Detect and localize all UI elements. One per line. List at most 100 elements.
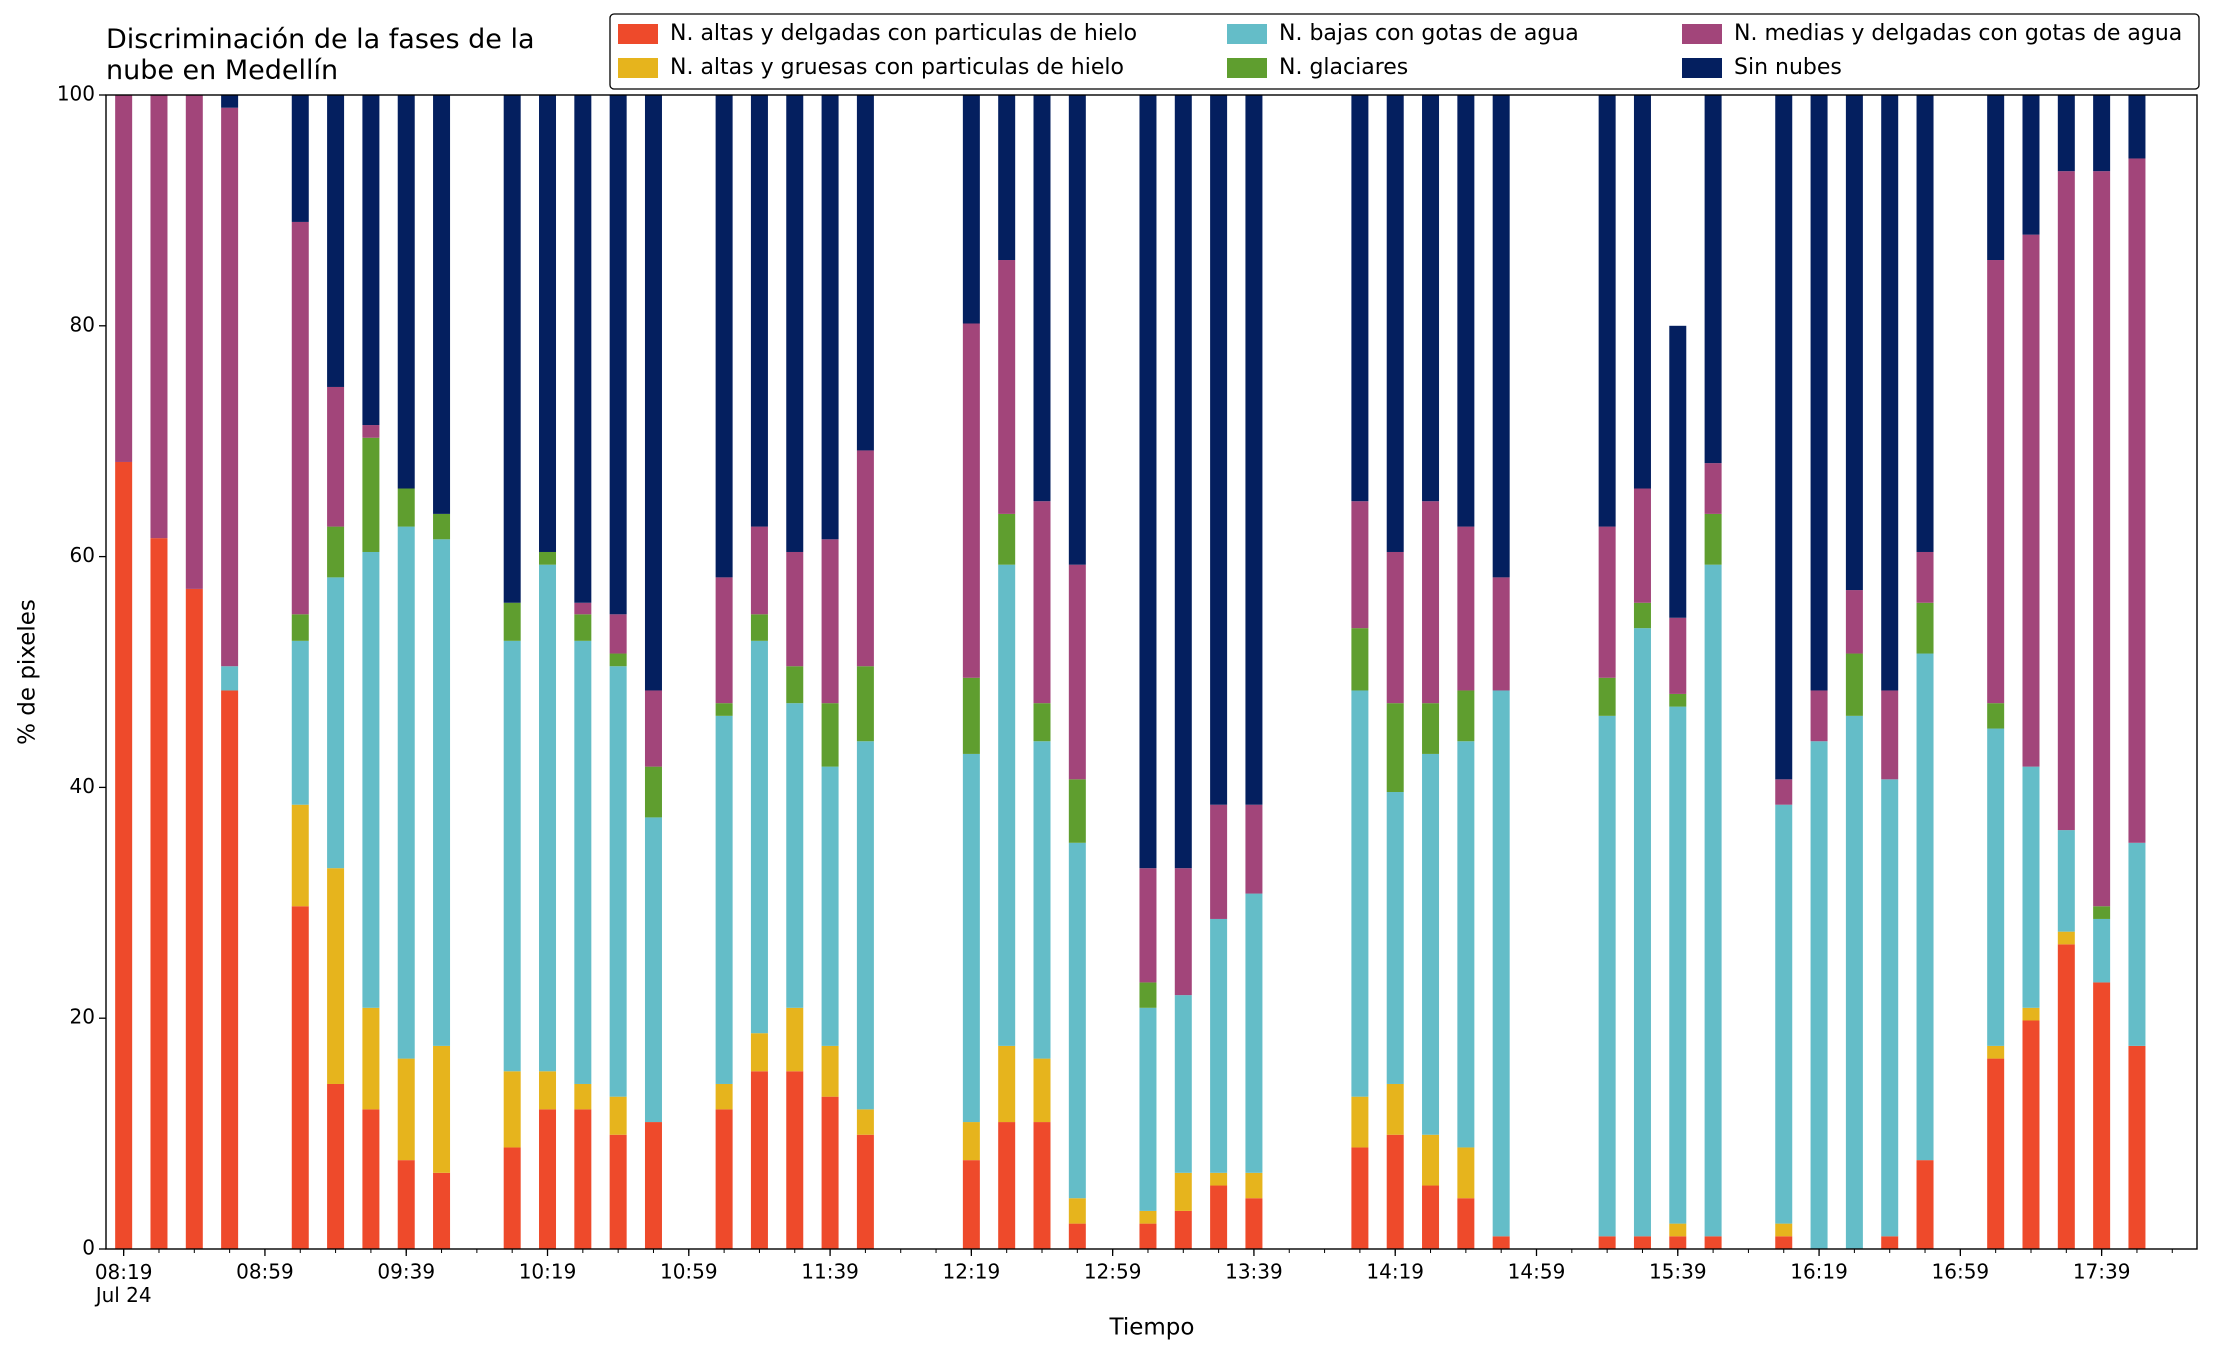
- bar-segment: [2093, 906, 2111, 919]
- bar-segment: [1210, 804, 1228, 919]
- chart-title: Discriminación de la fases de la nube en …: [106, 24, 535, 86]
- bar-segment: [1422, 1185, 1440, 1249]
- bar-segment: [962, 753, 980, 1123]
- bar-segment: [1775, 779, 1793, 805]
- legend-label: Sin nubes: [1734, 55, 1842, 80]
- bar-segment: [1633, 1236, 1651, 1249]
- bar-segment: [2093, 982, 2111, 1249]
- bar-segment: [2022, 766, 2040, 1008]
- bar-segment: [1598, 526, 1616, 678]
- bar-segment: [1704, 513, 1722, 565]
- bar-segment: [644, 95, 662, 691]
- bar-segment: [1916, 602, 1934, 654]
- bar-segment: [433, 513, 451, 540]
- bar-segment: [433, 95, 451, 514]
- bar-segment: [397, 95, 415, 489]
- bar-segment: [2128, 95, 2146, 159]
- bar-segment: [609, 666, 627, 1097]
- x-tick-label: 14:59: [1508, 1260, 1566, 1284]
- bar-segment: [1492, 95, 1510, 578]
- bar-segment: [1174, 95, 1192, 869]
- bar-segment: [2093, 918, 2111, 983]
- bar-segment: [291, 614, 309, 641]
- bar-segment: [1174, 1172, 1192, 1211]
- bar-segment: [1174, 868, 1192, 996]
- bar-segment: [1704, 1236, 1722, 1249]
- bar-segment: [821, 1045, 839, 1097]
- y-tick-label: 20: [70, 1005, 95, 1029]
- bar-segment: [609, 95, 627, 615]
- bar-segment: [1139, 1223, 1157, 1249]
- bar-segment: [1386, 703, 1404, 793]
- bar-segment: [1916, 1160, 1934, 1249]
- bar-segment: [644, 690, 662, 767]
- bar-segment: [644, 817, 662, 1123]
- bar-segment: [1916, 95, 1934, 552]
- bar-segment: [1386, 792, 1404, 1084]
- bar-segment: [327, 577, 345, 869]
- bar-segment: [1033, 703, 1051, 742]
- bar-segment: [786, 703, 804, 1008]
- bar-segment: [539, 551, 557, 565]
- bar-segment: [1033, 1122, 1051, 1249]
- legend-label: N. altas y gruesas con particulas de hie…: [670, 55, 1124, 80]
- bar-segment: [1068, 564, 1086, 780]
- bar-segment: [1775, 804, 1793, 1224]
- bar-segment: [1810, 741, 1828, 1249]
- bar-segment: [327, 868, 345, 1084]
- bar-segment: [998, 1045, 1016, 1123]
- bar-segment: [821, 703, 839, 767]
- bar-segment: [1139, 1007, 1157, 1211]
- legend-swatch: [618, 58, 658, 78]
- bar-segment: [1422, 501, 1440, 704]
- bar-segment: [1068, 1198, 1086, 1224]
- x-tick-label: 08:59: [236, 1260, 294, 1284]
- bar-segment: [1351, 95, 1369, 502]
- bar-segment: [856, 666, 874, 742]
- bar-segment: [962, 677, 980, 754]
- bar-segment: [786, 95, 804, 552]
- bar-segment: [1845, 715, 1863, 1249]
- bar-segment: [750, 95, 768, 527]
- bar-segment: [1210, 918, 1228, 1173]
- bar-segment: [962, 1160, 980, 1249]
- legend-swatch: [1227, 24, 1267, 44]
- bar-segment: [2057, 944, 2075, 1249]
- bar-segment: [1457, 690, 1475, 742]
- bar-segment: [609, 614, 627, 654]
- bar-segment: [574, 1109, 592, 1249]
- bar-segment: [327, 1083, 345, 1249]
- bar-segment: [1351, 501, 1369, 629]
- x-tick-label: 11:39: [801, 1260, 859, 1284]
- bar-segment: [1457, 526, 1475, 691]
- bar-segment: [433, 1045, 451, 1173]
- bar-segment: [2128, 842, 2146, 1046]
- bar-segment: [750, 640, 768, 1034]
- bar-segment: [1987, 703, 2005, 729]
- bar-segment: [715, 715, 733, 1084]
- bar-segment: [1068, 95, 1086, 565]
- bar-segment: [503, 95, 521, 603]
- legend-swatch: [1682, 24, 1722, 44]
- bar-segment: [962, 323, 980, 678]
- bar-segment: [291, 221, 309, 615]
- bar-segment: [998, 95, 1016, 261]
- bar-segment: [1669, 1223, 1687, 1237]
- bar-segment: [1916, 551, 1934, 603]
- bar-segment: [503, 640, 521, 1072]
- legend-swatch: [1682, 58, 1722, 78]
- bar-segment: [1386, 1083, 1404, 1135]
- bar-segment: [644, 1122, 662, 1249]
- y-tick-label: 40: [70, 774, 95, 798]
- legend-swatch: [618, 24, 658, 44]
- bar-segment: [715, 703, 733, 716]
- bar-segment: [1633, 602, 1651, 629]
- bar-segment: [1386, 95, 1404, 552]
- bar-segment: [1669, 1236, 1687, 1249]
- bar-segment: [327, 386, 345, 527]
- bar-segment: [750, 614, 768, 641]
- bar-segment: [998, 1122, 1016, 1249]
- bar-segment: [856, 741, 874, 1110]
- x-tick-label: 08:19 Jul 24: [94, 1260, 153, 1307]
- bar-segment: [715, 95, 733, 578]
